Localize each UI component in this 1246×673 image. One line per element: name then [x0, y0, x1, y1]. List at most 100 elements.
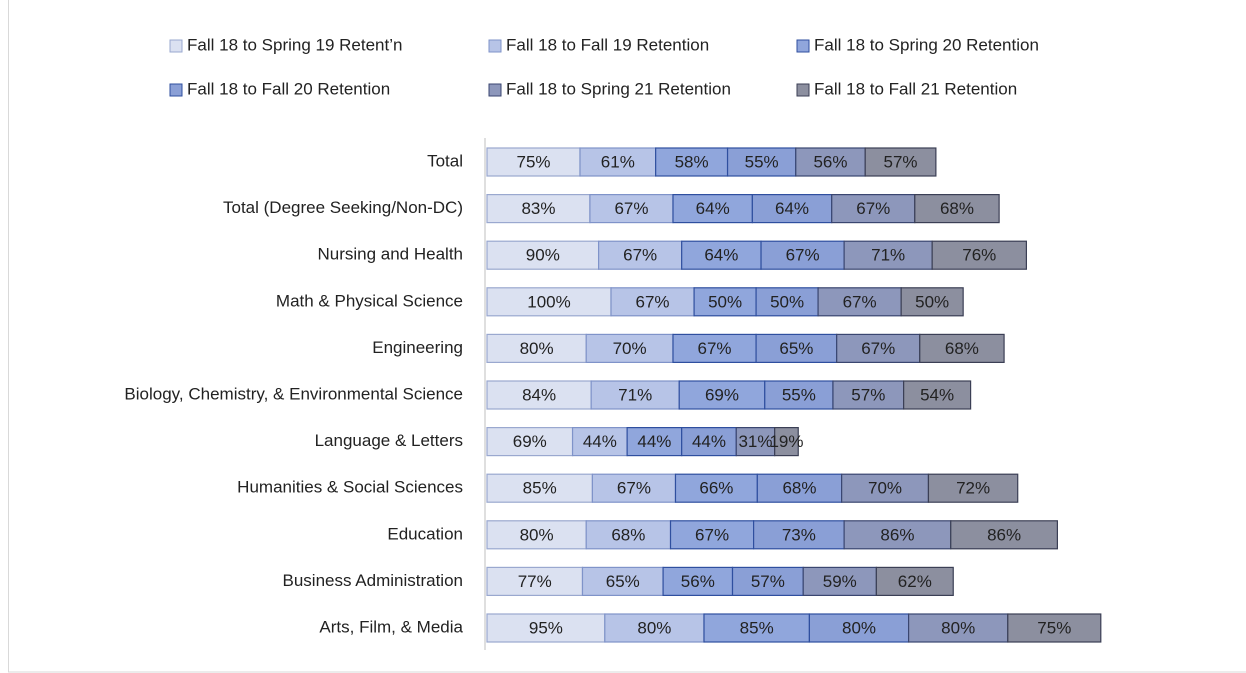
data-label: 64% [775, 199, 809, 218]
bar-segment [836, 333, 921, 363]
data-label: 67% [617, 479, 651, 498]
bar-segment [752, 520, 845, 550]
data-label: 69% [705, 385, 739, 404]
data-label: 67% [698, 339, 732, 358]
bar-segment [672, 333, 757, 363]
data-label: 50% [915, 292, 949, 311]
data-label: 85% [523, 479, 557, 498]
bar-segment [674, 473, 758, 503]
bar-segment [931, 240, 1027, 270]
bar-segment [571, 427, 628, 457]
data-label: 54% [920, 385, 954, 404]
data-label: 67% [623, 246, 657, 265]
bar-segment [900, 287, 964, 317]
data-label: 80% [941, 618, 975, 637]
chart-frame [8, 0, 1246, 673]
data-label: 73% [782, 525, 816, 544]
data-label: 86% [880, 525, 914, 544]
data-label: 58% [675, 152, 709, 171]
bar-segment [672, 194, 753, 224]
category-label: Total (Degree Seeking/Non-DC) [223, 198, 463, 217]
bar-segment [802, 566, 877, 597]
bar-segment [843, 520, 952, 550]
bar-segment [950, 520, 1059, 550]
data-label: 72% [956, 479, 990, 498]
data-label: 68% [782, 479, 816, 498]
data-label: 68% [940, 199, 974, 218]
bar-segment [914, 194, 1000, 224]
data-label: 67% [786, 246, 820, 265]
bar-segment [919, 333, 1005, 363]
category-label: Math & Physical Science [276, 291, 463, 310]
data-label: 55% [782, 385, 816, 404]
legend-label: Fall 18 to Fall 21 Retention [814, 79, 1017, 98]
category-label: Nursing and Health [317, 245, 463, 264]
data-label: 59% [823, 572, 857, 591]
legend-label: Fall 18 to Spring 20 Retention [814, 35, 1039, 54]
data-label: 69% [513, 432, 547, 451]
data-label: 64% [704, 246, 738, 265]
bar-segment [903, 380, 972, 410]
bar-segment [735, 427, 776, 457]
bar-segment [681, 240, 762, 270]
data-label: 90% [526, 246, 560, 265]
bar-segment [731, 566, 804, 597]
bar-segment [1007, 613, 1102, 643]
data-label: 68% [945, 339, 979, 358]
data-label: 66% [699, 479, 733, 498]
data-label: 71% [618, 385, 652, 404]
bar-segment [774, 427, 799, 457]
data-label: 57% [851, 385, 885, 404]
legend-swatch [796, 83, 810, 97]
data-label: 80% [520, 525, 554, 544]
bar-segment [751, 194, 833, 224]
data-label: 68% [611, 525, 645, 544]
bar-segment [678, 380, 766, 410]
bar-segment [875, 566, 954, 597]
data-label: 80% [637, 618, 671, 637]
bar-segment [579, 147, 657, 177]
legend-swatch [488, 39, 502, 53]
data-label: 70% [868, 479, 902, 498]
bar-segment [927, 473, 1019, 503]
data-label: 31% [738, 432, 772, 451]
data-label: 44% [583, 432, 617, 451]
data-label: 57% [884, 152, 918, 171]
category-label: Biology, Chemistry, & Environmental Scie… [124, 384, 463, 403]
bar-segment [703, 613, 811, 643]
data-label: 50% [770, 292, 804, 311]
legend-swatch [169, 83, 183, 97]
category-label: Arts, Film, & Media [319, 617, 463, 636]
data-label: 19% [769, 432, 803, 451]
data-label: 75% [516, 152, 550, 171]
data-label: 100% [527, 292, 570, 311]
bar-segment [626, 427, 683, 457]
bar-segment [864, 147, 937, 177]
bar-segment [755, 333, 838, 363]
data-label: 44% [692, 432, 726, 451]
data-label: 56% [813, 152, 847, 171]
data-label: 44% [637, 432, 671, 451]
bar-segment [486, 520, 587, 550]
data-label: 50% [708, 292, 742, 311]
data-label: 67% [856, 199, 890, 218]
legend-swatch [796, 39, 810, 53]
category-label: Business Administration [283, 571, 463, 590]
data-label: 67% [843, 292, 877, 311]
data-label: 65% [606, 572, 640, 591]
bar-segment [486, 566, 584, 597]
bar-segment [831, 194, 916, 224]
legend-swatch [169, 39, 183, 53]
legend-swatch [488, 83, 502, 97]
bar-segment [585, 520, 672, 550]
data-label: 56% [681, 572, 715, 591]
data-label: 76% [962, 246, 996, 265]
data-label: 67% [695, 525, 729, 544]
data-label: 55% [745, 152, 779, 171]
data-label: 65% [779, 339, 813, 358]
data-label: 70% [613, 339, 647, 358]
data-label: 61% [601, 152, 635, 171]
data-label: 67% [614, 199, 648, 218]
bar-segment [486, 333, 587, 363]
